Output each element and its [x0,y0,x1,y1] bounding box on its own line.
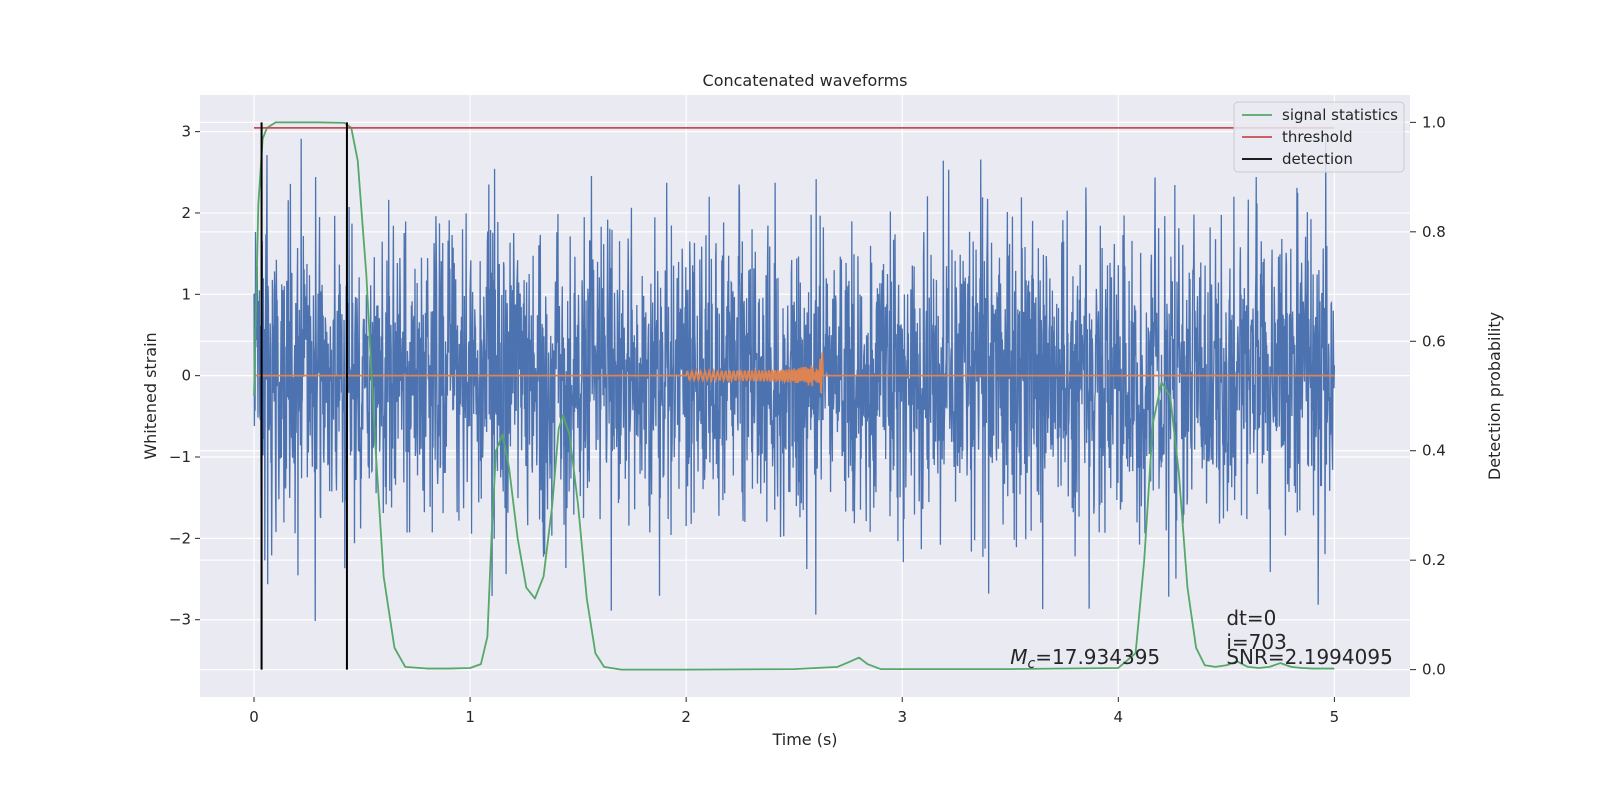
annotation-2: i=703 [1226,630,1287,654]
y-tick-label: 0 [181,367,191,385]
y-axis-label: Whitened strain [141,332,160,459]
legend-label-detection: detection [1282,150,1353,168]
tick-layer: 0 1 2 3 4 5 −3 −2 −1 0 1 2 3 0.0 0.2 0.4 0.6 0.8 1.0 [169,113,1446,726]
x-tick-label: 3 [897,708,907,726]
signal-statistics-line [253,121,1335,671]
annotation-0: Mc=17.934395 [1010,645,1160,672]
x-axis-label: Time (s) [771,730,837,749]
right-y-tick-label: 0.4 [1422,442,1446,460]
x-tick-label: 0 [249,708,259,726]
right-y-tick-label: 1.0 [1422,113,1446,131]
y-tick-label: −1 [169,448,191,466]
x-tick-label: 5 [1330,708,1340,726]
legend-label-threshold: threshold [1282,128,1353,146]
y-tick-label: 2 [181,204,191,222]
legend: signal statistics threshold detection [1233,101,1405,173]
y-tick-label: 3 [181,123,191,141]
series-layer [253,121,1336,671]
legend-label-signal-statistics: signal statistics [1282,106,1398,124]
x-tick-label: 1 [465,708,475,726]
right-y-tick-label: 0.6 [1422,332,1446,350]
right-y-axis-label: Detection probability [1485,312,1504,480]
right-y-tick-label: 0.2 [1422,551,1446,569]
chart-title: Concatenated waveforms [703,71,908,90]
annotation-3: SNR=2.1994095 [1226,645,1392,669]
right-y-tick-label: 0.8 [1422,223,1446,241]
legend-box [1233,101,1405,173]
y-tick-label: 1 [181,285,191,303]
y-tick-label: −3 [169,611,191,629]
y-tick-label: −2 [169,529,191,547]
annotation-1: dt=0 [1226,606,1276,630]
strain-noise-line [253,132,1336,622]
x-tick-label: 2 [681,708,691,726]
chirp-template-line [254,352,1335,393]
x-tick-label: 4 [1114,708,1124,726]
right-y-tick-label: 0.0 [1422,661,1446,679]
